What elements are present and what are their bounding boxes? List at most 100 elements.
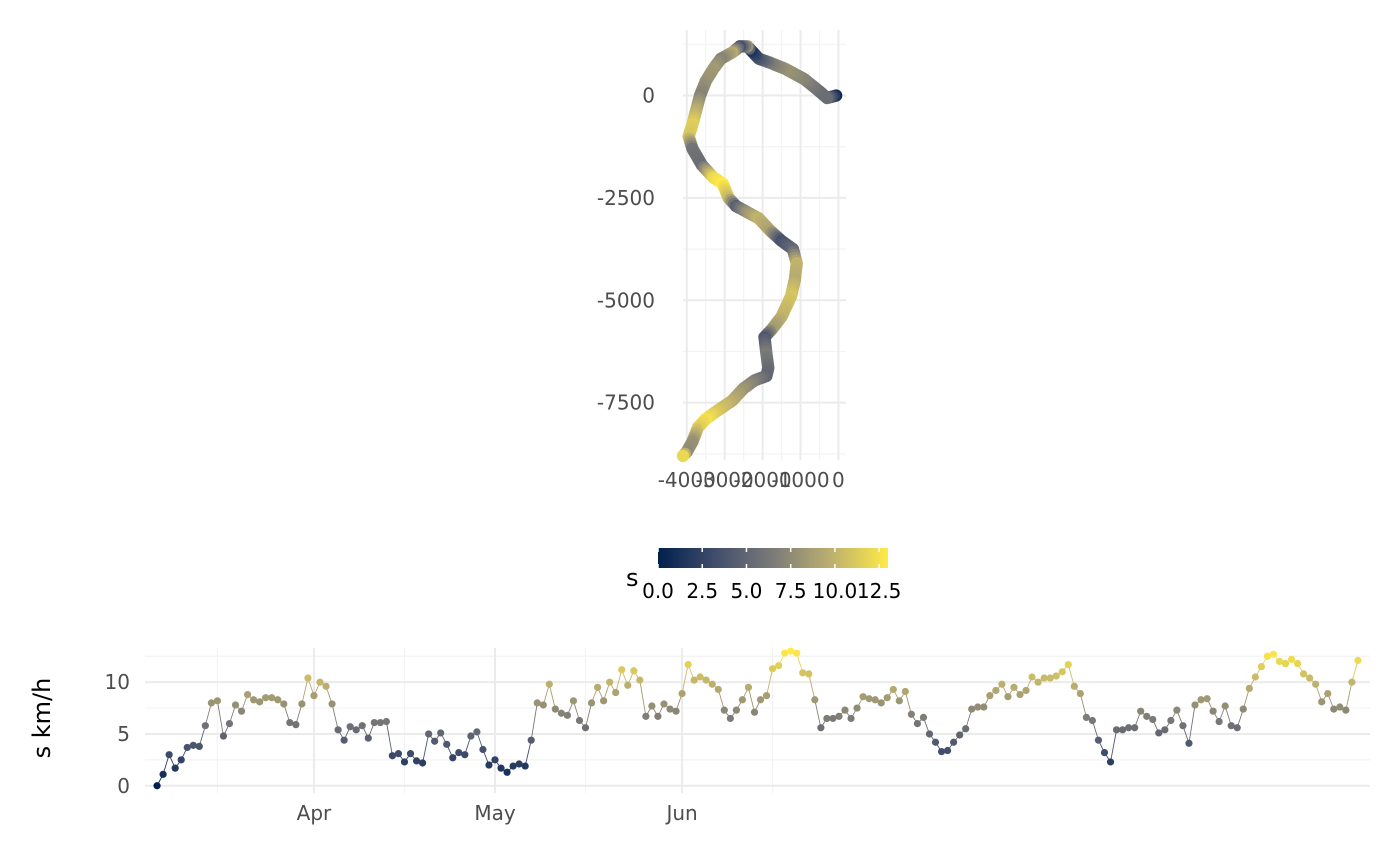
ts-point: [1179, 722, 1187, 730]
ts-point: [503, 768, 511, 776]
ts-point: [799, 669, 807, 677]
ts-point: [177, 756, 185, 764]
ts-point: [1275, 657, 1284, 666]
ts-point: [1137, 707, 1145, 715]
ts-point: [1016, 691, 1024, 699]
ts-point: [1263, 652, 1272, 660]
ts-point: [364, 734, 372, 742]
ts-point: [213, 697, 222, 705]
timeseries-line: [156, 650, 1359, 786]
ts-point: [793, 649, 801, 657]
ts-line-segment: [1110, 729, 1117, 763]
ts-point: [219, 732, 228, 740]
ts-line-segment: [808, 673, 816, 700]
ts-point: [1245, 684, 1253, 692]
ts-point: [521, 762, 529, 770]
ts-point: [1106, 758, 1115, 766]
ts-point: [1209, 707, 1217, 715]
ts-point: [437, 729, 445, 737]
ts-point: [545, 680, 553, 688]
ts-point: [1076, 689, 1084, 698]
ts-point: [980, 703, 988, 711]
ts-point: [1269, 650, 1278, 658]
ts-point: [201, 722, 209, 730]
ts-line-segment: [681, 664, 689, 694]
ts-point: [1281, 659, 1290, 668]
ts-point: [268, 694, 276, 702]
ts-point: [533, 699, 541, 707]
ts-point: [171, 764, 179, 772]
ts-point: [551, 705, 559, 713]
ts-point: [382, 717, 390, 726]
ts-point: [1149, 715, 1157, 724]
ts-line-segment: [766, 668, 774, 696]
ts-point: [943, 746, 952, 755]
ts-point: [612, 688, 620, 697]
ts-point: [467, 732, 475, 740]
ts-point: [581, 724, 590, 732]
ts-point: [847, 714, 855, 723]
ts-x-tick-label: Jun: [664, 801, 697, 825]
ts-point: [394, 750, 403, 758]
ts-point: [913, 720, 922, 728]
ts-point: [919, 713, 928, 721]
ts-point: [370, 718, 378, 727]
ts-point: [1155, 729, 1163, 737]
ts-point: [455, 749, 463, 757]
route-map-x-tick-labels: -4000-3000-2000-1000 0: [658, 468, 845, 492]
ts-point: [732, 706, 740, 714]
ts-point: [877, 699, 885, 707]
ts-point: [756, 696, 765, 704]
ts-point: [907, 710, 915, 718]
ts-point: [183, 743, 191, 752]
ts-point: [1167, 716, 1175, 725]
ts-point: [1161, 726, 1169, 734]
legend-title: s: [626, 564, 639, 592]
ts-point: [587, 699, 596, 707]
ts-point: [298, 700, 306, 708]
timeseries-points: [153, 647, 1362, 790]
ts-point: [1348, 678, 1356, 686]
colorbar-tick-label: 12.5: [857, 579, 902, 603]
ts-point: [636, 676, 644, 684]
ts-point: [660, 700, 668, 708]
ts-point: [1300, 670, 1308, 678]
ts-point: [931, 738, 940, 746]
timeseries-grid: [145, 648, 1370, 793]
ts-point: [250, 696, 258, 704]
ts-line-segment: [904, 691, 912, 715]
ts-x-tick-label: Apr: [297, 801, 332, 825]
ts-line-segment: [748, 687, 755, 713]
ts-point: [256, 698, 264, 706]
ts-point: [159, 770, 167, 778]
ts-line-segment: [530, 702, 538, 741]
ts-point: [189, 741, 197, 749]
ts-point: [883, 694, 891, 702]
ts-point: [443, 740, 451, 748]
ts-point: [473, 728, 481, 736]
map-x-tick-label: -2000: [734, 468, 792, 492]
ts-point: [986, 692, 994, 700]
ts-point: [1058, 668, 1066, 676]
ts-line-segment: [1188, 704, 1196, 744]
ts-point: [889, 685, 897, 694]
ts-point: [998, 680, 1006, 688]
route-map-y-tick-labels: 0 -2500 -5000 -7500: [597, 84, 655, 415]
ts-point: [449, 754, 457, 762]
ts-point: [1306, 674, 1314, 682]
ts-point: [1125, 724, 1133, 732]
ts-line-segment: [615, 669, 623, 693]
ts-point: [950, 738, 958, 746]
ts-point: [1239, 705, 1247, 713]
ts-point: [974, 703, 982, 711]
ts-point: [485, 761, 493, 769]
ts-y-tick-label: 10: [105, 670, 130, 694]
ts-y-tick-label: 0: [117, 774, 130, 798]
ts-point: [280, 700, 288, 708]
ts-point: [1221, 702, 1229, 710]
ts-point: [515, 760, 523, 768]
ts-point: [292, 721, 300, 729]
ts-point: [672, 707, 680, 715]
ts-point: [600, 697, 608, 705]
